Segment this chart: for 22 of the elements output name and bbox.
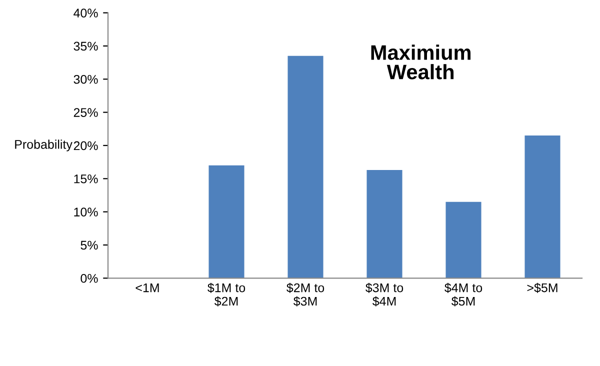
y-tick-label: 10% xyxy=(74,208,98,216)
y-axis-title: Probability xyxy=(15,140,72,152)
x-tick-label: $4M to $5M xyxy=(444,282,482,306)
y-tick-label: 5% xyxy=(80,240,98,250)
y-tick-label: 15% xyxy=(74,174,98,184)
y-tick-label: 20% xyxy=(74,141,98,150)
x-tick-label: $1M to $2M xyxy=(208,282,246,306)
x-tick-label: >$5M xyxy=(527,282,558,293)
text: Maximium Wealth xyxy=(371,44,470,80)
x-tick-label: $2M to $3M xyxy=(286,282,324,306)
bar xyxy=(524,136,560,278)
bar xyxy=(288,56,324,278)
bar xyxy=(366,170,402,278)
y-tick-label: 0% xyxy=(80,274,98,283)
y-tick-label: 35% xyxy=(74,42,98,51)
y-tick-label: 30% xyxy=(74,74,98,84)
y-tick-label: 40% xyxy=(74,8,98,18)
bar xyxy=(208,165,244,278)
x-tick-label: $3M to $4M xyxy=(366,282,404,306)
y-tick-label: 25% xyxy=(74,108,98,117)
bar xyxy=(446,202,482,278)
x-tick-label: <1M xyxy=(136,283,159,292)
